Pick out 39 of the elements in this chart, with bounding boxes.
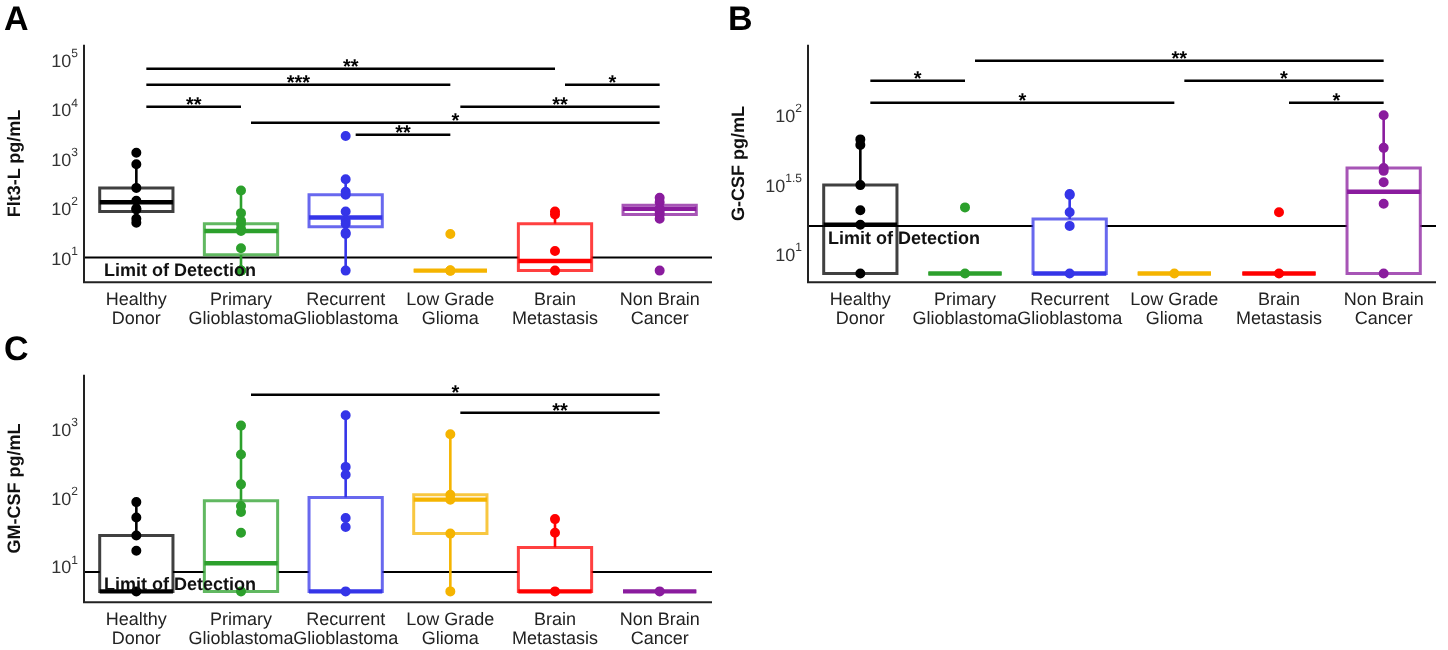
annotation: ** [1171,48,1188,71]
x-tick-label: Low Grade Glioma [406,608,495,648]
x-tick-label: Primary Glioblastoma [188,288,294,328]
x-tick-label: Brain Metastasis [511,288,600,328]
x-tick-label: Recurrent Glioblastoma [1017,288,1123,328]
annotation: ** [552,400,568,423]
y-axis-title: GM-CSF pg/mL [3,422,24,554]
chart-title: A [4,0,29,38]
x-tick-label: Recurrent Glioblastoma [293,608,399,648]
ref-line-label: Limit of Detection [828,227,980,248]
x-tick-label: Brain Metastasis [511,608,600,648]
annotation: * [1332,90,1341,113]
annotation: * [1280,68,1289,91]
x-tick-label: Low Grade Glioma [1130,288,1219,328]
annotation: ** [185,94,202,117]
annotation: * [451,110,460,133]
y-axis-title: G-CSF pg/mL [727,105,748,221]
annotation: * [913,68,922,91]
x-tick-label: Low Grade Glioma [406,288,495,328]
annotation: * [608,72,617,95]
annotation: * [1018,90,1027,113]
x-tick-label: Healthy Donor [105,608,168,648]
annotation: *** [286,72,311,95]
x-tick-label: Healthy Donor [105,288,168,328]
x-tick-label: Non Brain Cancer [619,608,700,648]
x-tick-label: Non Brain Cancer [1343,288,1424,328]
x-tick-label: Recurrent Glioblastoma [293,288,399,328]
x-tick-label: Healthy Donor [829,288,892,328]
x-tick-label: Primary Glioblastoma [912,288,1018,328]
x-tick-label: Brain Metastasis [1235,288,1324,328]
y-axis-title: Flt3-L pg/mL [3,108,24,218]
chart-title: B [728,0,753,38]
chart-title: C [4,329,29,368]
annotation: ** [552,94,568,117]
x-tick-label: Primary Glioblastoma [188,608,294,648]
x-tick-label: Non Brain Cancer [619,288,700,328]
annotation: ** [395,122,411,145]
annotation: ** [342,56,359,79]
annotation: * [451,382,460,405]
